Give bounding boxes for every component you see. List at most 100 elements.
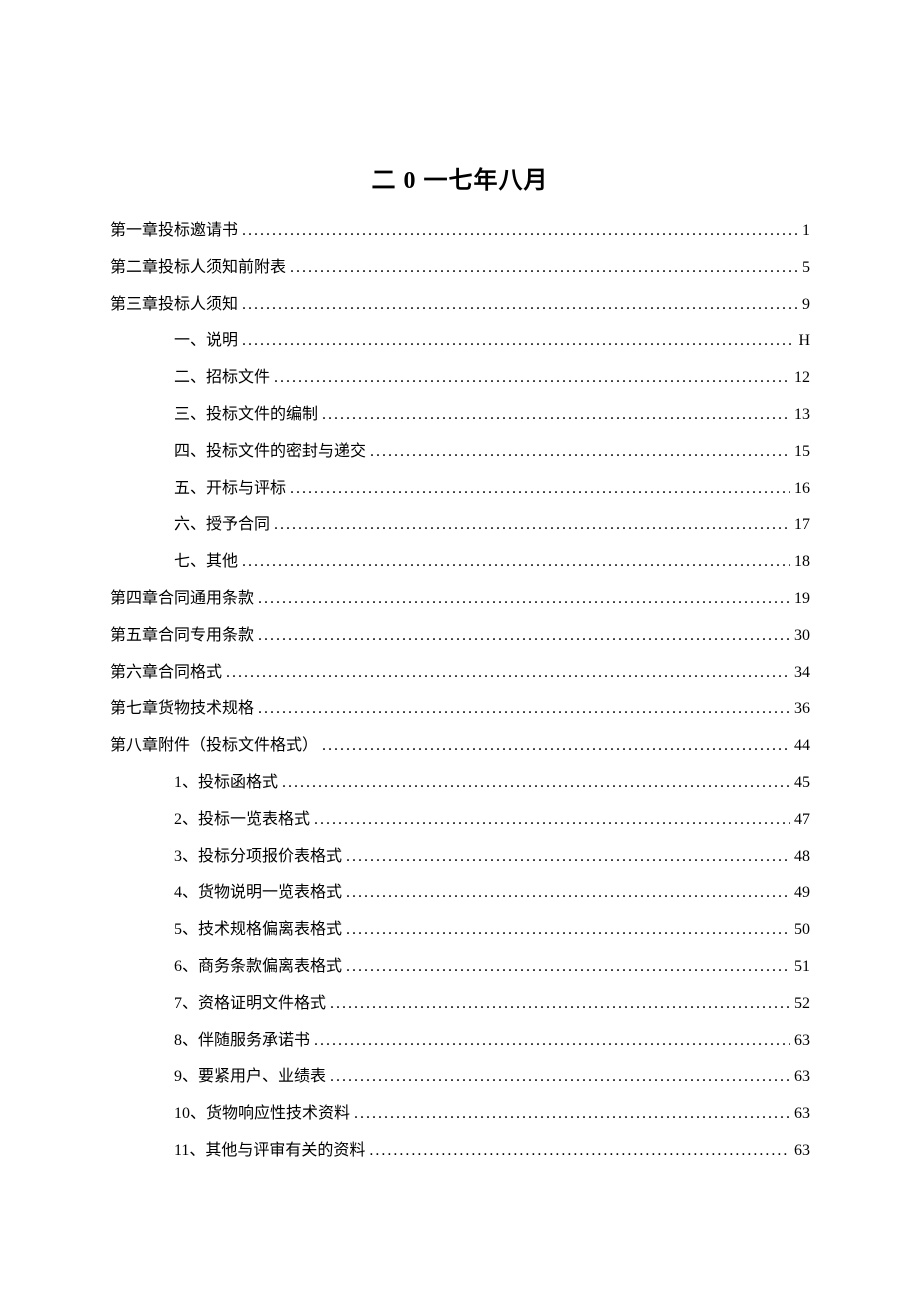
toc-entry-label: 第六章合同格式 bbox=[110, 655, 222, 692]
toc-leader-dots bbox=[322, 728, 790, 765]
toc-entry-page: 63 bbox=[794, 1059, 810, 1096]
toc-leader-dots bbox=[274, 360, 790, 397]
toc-entry: 8、伴随服务承诺书 63 bbox=[110, 1023, 810, 1060]
toc-entry-label: 第三章投标人须知 bbox=[110, 287, 238, 324]
toc-entry-label: 4、货物说明一览表格式 bbox=[174, 875, 342, 912]
toc-leader-dots bbox=[258, 618, 790, 655]
table-of-contents: 第一章投标邀请书1第二章投标人须知前附表5第三章投标人须知9一、说明H二、招标文… bbox=[110, 213, 810, 1170]
toc-entry: 6、商务条款偏离表格式 51 bbox=[110, 949, 810, 986]
toc-leader-dots bbox=[346, 875, 790, 912]
toc-entry: 3、投标分项报价表格式 48 bbox=[110, 839, 810, 876]
toc-entry: 11、其他与评审有关的资料 63 bbox=[110, 1133, 810, 1170]
toc-entry: 第一章投标邀请书 1 bbox=[110, 213, 810, 250]
toc-entry: 2、投标一览表格式 47 bbox=[110, 802, 810, 839]
toc-entry-label: 6、商务条款偏离表格式 bbox=[174, 949, 342, 986]
toc-entry-page: 49 bbox=[794, 875, 810, 912]
toc-entry: 一、说明 H bbox=[110, 323, 810, 360]
toc-leader-dots bbox=[258, 581, 790, 618]
toc-entry-page: 5 bbox=[802, 250, 810, 287]
toc-entry-page: 30 bbox=[794, 618, 810, 655]
toc-entry-label: 三、投标文件的编制 bbox=[174, 397, 318, 434]
toc-leader-dots bbox=[290, 471, 790, 508]
toc-entry-page: 48 bbox=[794, 839, 810, 876]
toc-entry-page: 47 bbox=[794, 802, 810, 839]
toc-entry-page: 13 bbox=[794, 397, 810, 434]
toc-entry-label: 5、技术规格偏离表格式 bbox=[174, 912, 342, 949]
toc-entry: 7、资格证明文件格式 52 bbox=[110, 986, 810, 1023]
toc-entry-page: H bbox=[798, 323, 810, 360]
toc-entry-page: 36 bbox=[794, 691, 810, 728]
toc-entry-page: 63 bbox=[794, 1096, 810, 1133]
toc-entry-page: 44 bbox=[794, 728, 810, 765]
toc-entry: 四、投标文件的密封与递交 15 bbox=[110, 434, 810, 471]
toc-entry-label: 第八章附件（投标文件格式） bbox=[110, 728, 318, 765]
toc-entry: 三、投标文件的编制 13 bbox=[110, 397, 810, 434]
toc-leader-dots bbox=[314, 802, 790, 839]
toc-leader-dots bbox=[330, 986, 790, 1023]
toc-entry-page: 12 bbox=[794, 360, 810, 397]
toc-leader-dots bbox=[242, 323, 794, 360]
toc-entry: 第五章合同专用条款 30 bbox=[110, 618, 810, 655]
toc-leader-dots bbox=[258, 691, 790, 728]
toc-entry: 第三章投标人须知9 bbox=[110, 287, 810, 324]
toc-entry: 第八章附件（投标文件格式） 44 bbox=[110, 728, 810, 765]
toc-entry-label: 第一章投标邀请书 bbox=[110, 213, 238, 250]
toc-leader-dots bbox=[370, 434, 790, 471]
toc-leader-dots bbox=[354, 1096, 790, 1133]
toc-entry-page: 63 bbox=[794, 1023, 810, 1060]
toc-entry-label: 9、要紧用户、业绩表 bbox=[174, 1059, 326, 1096]
toc-entry: 第六章合同格式 34 bbox=[110, 655, 810, 692]
page-title: 二 0 一七年八月 bbox=[110, 160, 810, 195]
toc-leader-dots bbox=[242, 287, 798, 324]
toc-leader-dots bbox=[314, 1023, 790, 1060]
toc-entry-page: 18 bbox=[794, 544, 810, 581]
toc-entry-label: 7、资格证明文件格式 bbox=[174, 986, 326, 1023]
toc-entry-page: 63 bbox=[794, 1133, 810, 1170]
toc-entry: 9、要紧用户、业绩表 63 bbox=[110, 1059, 810, 1096]
toc-entry-page: 50 bbox=[794, 912, 810, 949]
toc-leader-dots bbox=[290, 250, 798, 287]
toc-entry: 10、货物响应性技术资料 63 bbox=[110, 1096, 810, 1133]
toc-entry-page: 51 bbox=[794, 949, 810, 986]
toc-entry: 六、授予合同 17 bbox=[110, 507, 810, 544]
toc-entry-label: 8、伴随服务承诺书 bbox=[174, 1023, 310, 1060]
toc-entry-page: 52 bbox=[794, 986, 810, 1023]
toc-leader-dots bbox=[274, 507, 790, 544]
toc-entry-label: 11、其他与评审有关的资料 bbox=[174, 1133, 365, 1170]
toc-entry: 第二章投标人须知前附表 5 bbox=[110, 250, 810, 287]
toc-entry-page: 16 bbox=[794, 471, 810, 508]
toc-entry-label: 七、其他 bbox=[174, 544, 238, 581]
toc-entry-page: 1 bbox=[802, 213, 810, 250]
toc-entry-label: 四、投标文件的密封与递交 bbox=[174, 434, 366, 471]
toc-entry-label: 六、授予合同 bbox=[174, 507, 270, 544]
toc-leader-dots bbox=[369, 1133, 790, 1170]
toc-leader-dots bbox=[242, 544, 790, 581]
toc-entry-label: 第二章投标人须知前附表 bbox=[110, 250, 286, 287]
toc-entry-label: 一、说明 bbox=[174, 323, 238, 360]
toc-entry: 二、招标文件 12 bbox=[110, 360, 810, 397]
toc-entry: 4、货物说明一览表格式 49 bbox=[110, 875, 810, 912]
toc-leader-dots bbox=[282, 765, 790, 802]
toc-entry-label: 第四章合同通用条款 bbox=[110, 581, 254, 618]
toc-entry: 1、投标函格式 45 bbox=[110, 765, 810, 802]
toc-entry-page: 45 bbox=[794, 765, 810, 802]
toc-entry-page: 34 bbox=[794, 655, 810, 692]
toc-entry-page: 17 bbox=[794, 507, 810, 544]
toc-entry: 五、开标与评标 16 bbox=[110, 471, 810, 508]
toc-entry: 5、技术规格偏离表格式 50 bbox=[110, 912, 810, 949]
toc-entry-label: 第五章合同专用条款 bbox=[110, 618, 254, 655]
toc-entry-label: 第七章货物技术规格 bbox=[110, 691, 254, 728]
toc-entry-page: 15 bbox=[794, 434, 810, 471]
toc-entry-page: 19 bbox=[794, 581, 810, 618]
toc-entry-label: 10、货物响应性技术资料 bbox=[174, 1096, 350, 1133]
toc-entry-label: 五、开标与评标 bbox=[174, 471, 286, 508]
toc-leader-dots bbox=[346, 839, 790, 876]
toc-entry-label: 二、招标文件 bbox=[174, 360, 270, 397]
toc-entry: 第四章合同通用条款 19 bbox=[110, 581, 810, 618]
toc-entry: 七、其他 18 bbox=[110, 544, 810, 581]
toc-entry-label: 1、投标函格式 bbox=[174, 765, 278, 802]
toc-entry-label: 3、投标分项报价表格式 bbox=[174, 839, 342, 876]
toc-entry: 第七章货物技术规格 36 bbox=[110, 691, 810, 728]
toc-entry-label: 2、投标一览表格式 bbox=[174, 802, 310, 839]
toc-leader-dots bbox=[346, 912, 790, 949]
